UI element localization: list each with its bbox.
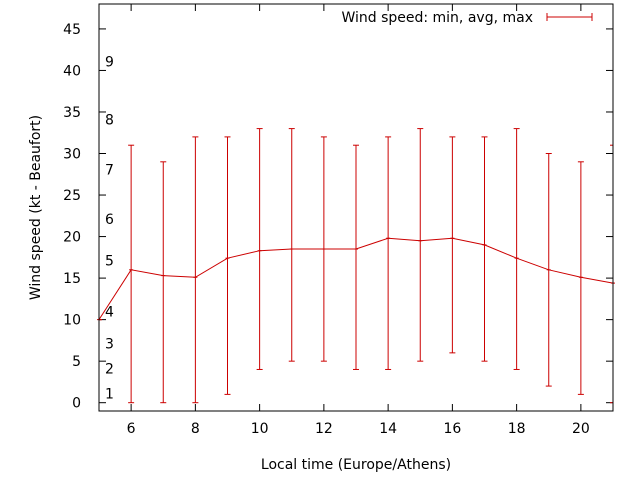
- y-tick-label: 45: [63, 22, 81, 38]
- beaufort-label: 4: [105, 304, 114, 320]
- x-tick-label: 16: [443, 421, 461, 437]
- y-tick-label: 5: [72, 354, 81, 370]
- beaufort-label: 3: [105, 337, 114, 353]
- x-tick-label: 12: [315, 421, 333, 437]
- beaufort-label: 8: [105, 112, 114, 128]
- legend-label: Wind speed: min, avg, max: [341, 10, 533, 26]
- error-bar: [353, 144, 359, 370]
- error-bar: [385, 136, 392, 370]
- error-bar: [192, 136, 199, 404]
- error-bar: [577, 161, 584, 395]
- y-tick-label: 25: [63, 188, 81, 204]
- y-axis-label: Wind speed (kt - Beaufort): [28, 115, 44, 300]
- x-axis-label: Local time (Europe/Athens): [261, 457, 451, 473]
- beaufort-scale: 1 2 3 4 5 6 7 8 9: [105, 54, 114, 402]
- legend: Wind speed: min, avg, max: [341, 10, 593, 26]
- beaufort-label: 5: [105, 254, 114, 270]
- x-tick-label: 8: [191, 421, 200, 437]
- error-bar: [513, 128, 520, 370]
- x-tick-label: 10: [251, 421, 269, 437]
- error-bar: [545, 153, 552, 387]
- error-bar: [256, 128, 263, 370]
- x-tick-label: 20: [572, 421, 590, 437]
- beaufort-label: 7: [105, 162, 114, 178]
- y-tick-label: 10: [63, 313, 81, 329]
- x-tick-label: 6: [127, 421, 136, 437]
- error-bar: [160, 161, 167, 404]
- error-bar: [128, 144, 135, 404]
- error-bar: [224, 136, 231, 395]
- error-bar: [481, 136, 488, 362]
- error-bar: [288, 128, 295, 362]
- error-bar: [417, 128, 424, 362]
- y-tick-label: 35: [63, 105, 81, 121]
- beaufort-label: 2: [105, 362, 114, 378]
- beaufort-label: 6: [105, 212, 114, 228]
- y-tick-label: 0: [72, 396, 81, 412]
- beaufort-label: 9: [105, 54, 114, 70]
- y-tick-label: 30: [63, 147, 81, 163]
- data-series: [97, 128, 615, 404]
- error-bar: [449, 136, 456, 354]
- plot-area-frame: [98, 3, 614, 412]
- y-tick-label: 15: [63, 271, 81, 287]
- beaufort-label: 1: [105, 387, 114, 403]
- x-tick-label: 18: [508, 421, 526, 437]
- y-tick-label: 40: [63, 63, 81, 79]
- y-tick-label: 20: [63, 230, 81, 246]
- error-bar: [320, 136, 327, 362]
- x-tick-label: 14: [379, 421, 397, 437]
